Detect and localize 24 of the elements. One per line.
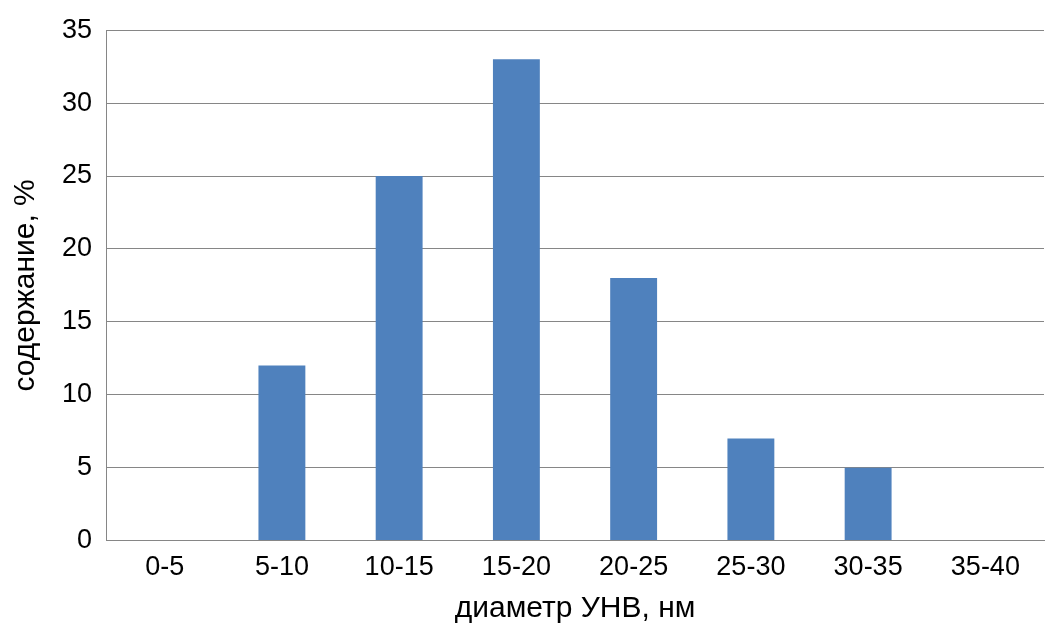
bar <box>610 278 658 541</box>
y-tick-label: 25 <box>61 159 93 190</box>
x-tick-label: 5-10 <box>254 551 309 582</box>
bar <box>258 365 306 541</box>
y-tick-label: 15 <box>61 305 93 336</box>
x-tick-label: 20-25 <box>599 551 669 582</box>
x-tick-label: 10-15 <box>364 551 434 582</box>
y-tick-label: 30 <box>61 86 93 117</box>
bar <box>844 467 892 541</box>
y-tick-label: 20 <box>61 232 93 263</box>
y-tick-label: 0 <box>77 524 93 555</box>
x-tick-label: 0-5 <box>145 551 185 582</box>
bar <box>727 438 775 541</box>
x-tick-label: 15-20 <box>481 551 551 582</box>
y-axis-title: содержание, % <box>7 179 41 392</box>
y-tick-label: 10 <box>61 378 93 409</box>
y-tick-label: 35 <box>61 13 93 44</box>
x-tick-label: 25-30 <box>716 551 786 582</box>
x-tick-label: 30-35 <box>833 551 903 582</box>
bar <box>492 59 540 541</box>
bar <box>375 176 423 541</box>
y-tick-label: 5 <box>77 451 93 482</box>
x-axis-title: диаметр УНВ, нм <box>454 590 696 624</box>
x-tick-label: 35-40 <box>950 551 1020 582</box>
